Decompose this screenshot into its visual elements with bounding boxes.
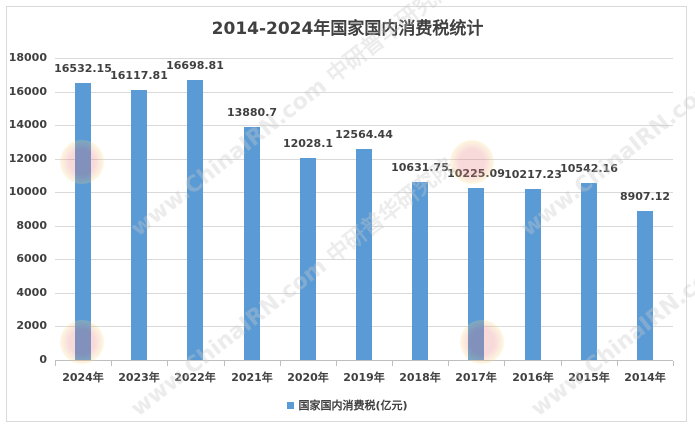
x-tick-mark	[167, 361, 168, 366]
x-axis-line	[55, 360, 673, 361]
y-tick-label: 6000	[16, 252, 47, 265]
x-tick-mark	[55, 361, 56, 366]
legend-label: 国家国内消费税(亿元)	[298, 399, 408, 412]
x-tick-mark	[504, 361, 505, 366]
gridline	[55, 58, 673, 59]
y-tick-label: 14000	[8, 118, 47, 131]
data-label: 10542.16	[560, 162, 618, 175]
chart-title: 2014-2024年国家国内消费税统计	[211, 19, 484, 39]
bar[interactable]	[356, 149, 372, 360]
data-label: 10225.09	[447, 167, 505, 180]
x-tick-label: 2014年	[624, 371, 666, 384]
x-tick-mark	[111, 361, 112, 366]
gridline	[55, 92, 673, 93]
x-tick-label: 2019年	[343, 371, 385, 384]
x-tick-label: 2016年	[512, 371, 554, 384]
x-tick-label: 2017年	[455, 371, 497, 384]
y-tick-label: 4000	[16, 286, 47, 299]
bar[interactable]	[300, 158, 316, 360]
bar[interactable]	[525, 189, 541, 360]
chart-frame	[6, 6, 687, 422]
x-tick-mark	[561, 361, 562, 366]
data-label: 10217.23	[504, 168, 562, 181]
bar[interactable]	[187, 80, 203, 360]
x-tick-label: 2024年	[62, 371, 104, 384]
x-tick-label: 2021年	[231, 371, 273, 384]
x-tick-mark	[448, 361, 449, 366]
data-label: 16532.15	[54, 62, 112, 75]
bar[interactable]	[244, 127, 260, 360]
y-tick-label: 2000	[16, 319, 47, 332]
bar[interactable]	[75, 83, 91, 360]
data-label: 10631.75	[391, 161, 449, 174]
bar[interactable]	[581, 183, 597, 360]
bar[interactable]	[637, 211, 653, 360]
x-tick-label: 2023年	[118, 371, 160, 384]
y-tick-label: 18000	[8, 51, 47, 64]
data-label: 12564.44	[335, 128, 393, 141]
bar[interactable]	[468, 188, 484, 360]
x-tick-mark	[280, 361, 281, 366]
x-tick-mark	[617, 361, 618, 366]
gridline	[55, 125, 673, 126]
y-tick-label: 0	[39, 353, 47, 366]
legend: 国家国内消费税(亿元)	[0, 397, 695, 413]
data-label: 16117.81	[110, 69, 168, 82]
data-label: 16698.81	[166, 59, 224, 72]
x-tick-mark	[336, 361, 337, 366]
data-label: 12028.1	[282, 137, 334, 150]
data-label: 13880.7	[226, 106, 278, 119]
bar[interactable]	[412, 182, 428, 360]
x-tick-mark	[673, 361, 674, 366]
legend-swatch-icon	[287, 401, 295, 409]
y-tick-label: 16000	[8, 85, 47, 98]
y-tick-label: 12000	[8, 152, 47, 165]
x-tick-label: 2020年	[287, 371, 329, 384]
x-tick-label: 2022年	[174, 371, 216, 384]
bar[interactable]	[131, 90, 147, 360]
data-label: 8907.12	[619, 190, 671, 203]
x-tick-mark	[224, 361, 225, 366]
x-tick-label: 2018年	[399, 371, 441, 384]
x-tick-label: 2015年	[568, 371, 610, 384]
y-tick-label: 10000	[8, 185, 47, 198]
x-tick-mark	[392, 361, 393, 366]
y-tick-label: 8000	[16, 219, 47, 232]
